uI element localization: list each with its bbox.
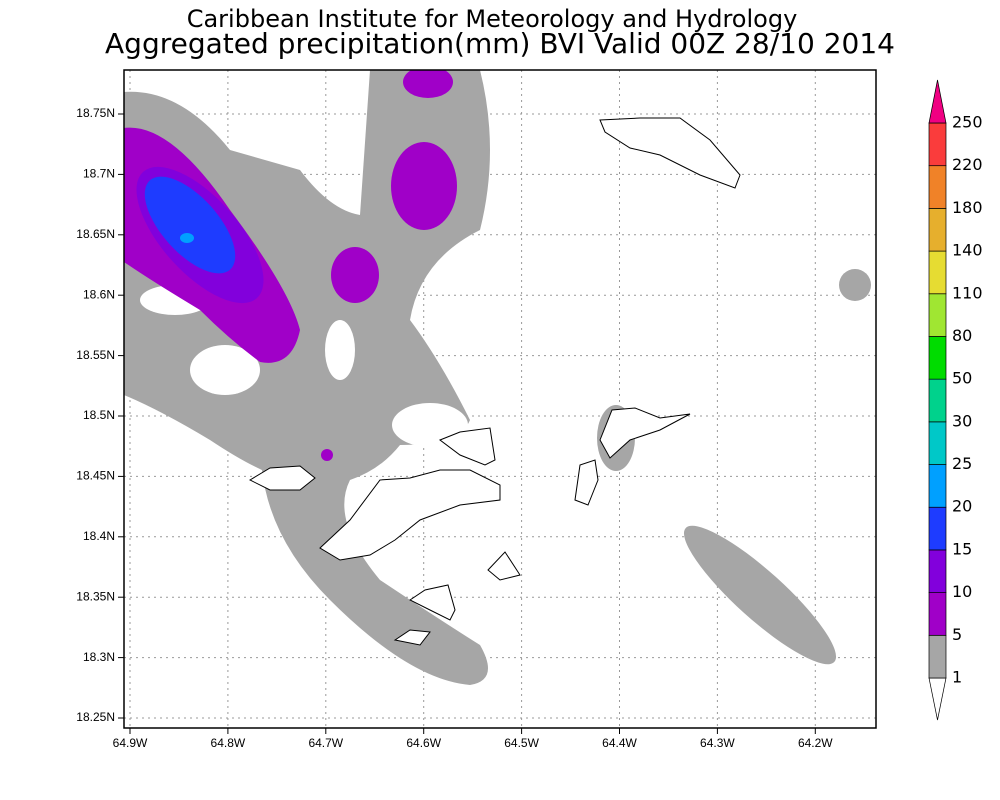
colorbar-label: 80 — [952, 326, 972, 345]
colorbar-segment — [928, 250, 947, 295]
map-area — [124, 70, 876, 728]
colorbar-segment — [928, 378, 947, 423]
island — [393, 629, 431, 646]
colorbar-segment — [928, 208, 947, 252]
colorbar-label: 15 — [952, 539, 972, 558]
colorbar-label: 20 — [952, 497, 972, 516]
subtitle: Aggregated precipitation(mm) BVI Valid 0… — [105, 27, 895, 60]
lat-label: 18.25N — [76, 710, 115, 724]
colorbar-label: 140 — [952, 241, 983, 260]
lat-label: 18.6N — [83, 287, 115, 301]
axes: 18.75N 18.7N 18.65N 18.6N 18.55N 18.5N 18.45N 1… — [76, 106, 833, 750]
colorbar-segment — [928, 592, 947, 636]
colorbar-segment — [928, 549, 947, 593]
lon-label: 64.2W — [798, 736, 833, 750]
title: Caribbean Institute for Meteorology and … — [187, 5, 798, 33]
island — [319, 469, 501, 561]
lat-label: 18.5N — [83, 408, 115, 422]
precip-20 — [180, 233, 194, 243]
colorbar-segment — [928, 293, 947, 337]
lon-label: 64.6W — [406, 736, 441, 750]
lat-label: 18.45N — [76, 469, 115, 483]
colorbar-segment — [928, 421, 947, 465]
colorbar-segment — [928, 506, 947, 551]
island — [409, 584, 456, 621]
colorbar-label: 25 — [952, 454, 972, 473]
lat-label: 18.75N — [76, 106, 115, 120]
colorbar-label: 180 — [952, 198, 983, 217]
colorbar-segment — [928, 122, 947, 167]
island — [599, 117, 741, 189]
precip-1 — [839, 269, 871, 301]
gap — [190, 345, 260, 395]
island — [438, 427, 496, 466]
island — [487, 551, 521, 581]
colorbar-segment — [928, 464, 947, 508]
colorbar-segment — [928, 165, 947, 209]
lon-label: 64.7W — [308, 736, 343, 750]
precip-5 — [403, 70, 453, 98]
colorbar-segment — [928, 634, 947, 679]
colorbar-segment — [928, 79, 947, 124]
lat-label: 18.35N — [76, 589, 115, 603]
lat-label: 18.65N — [76, 227, 115, 241]
precip-5 — [321, 449, 333, 461]
precip-15 — [144, 176, 236, 274]
colorbar-label: 50 — [952, 369, 972, 388]
colorbar-segment — [928, 336, 947, 380]
colorbar-segment — [928, 677, 947, 721]
colorbar-label: 1 — [952, 668, 962, 687]
colorbar-label: 250 — [952, 113, 983, 132]
gap — [325, 320, 355, 380]
lat-label: 18.7N — [83, 167, 115, 181]
island — [574, 459, 599, 506]
precip-5 — [391, 142, 457, 230]
colorbar-label: 5 — [952, 625, 962, 644]
colorbar-label: 110 — [952, 283, 983, 302]
colorbar-label: 30 — [952, 411, 972, 430]
lat-label: 18.3N — [83, 650, 115, 664]
map-frame — [123, 69, 877, 729]
precip-1 — [683, 525, 837, 665]
colorbar-label: 220 — [952, 155, 983, 174]
lon-label: 64.3W — [700, 736, 735, 750]
lon-label: 64.9W — [113, 736, 148, 750]
island — [248, 465, 316, 491]
colorbar-label: 10 — [952, 582, 972, 601]
lon-label: 64.4W — [602, 736, 637, 750]
precip-5 — [331, 247, 379, 303]
island — [599, 407, 691, 459]
lat-label: 18.55N — [76, 348, 115, 362]
lon-label: 64.8W — [211, 736, 246, 750]
lat-label: 18.4N — [83, 529, 115, 543]
lon-label: 64.5W — [504, 736, 539, 750]
